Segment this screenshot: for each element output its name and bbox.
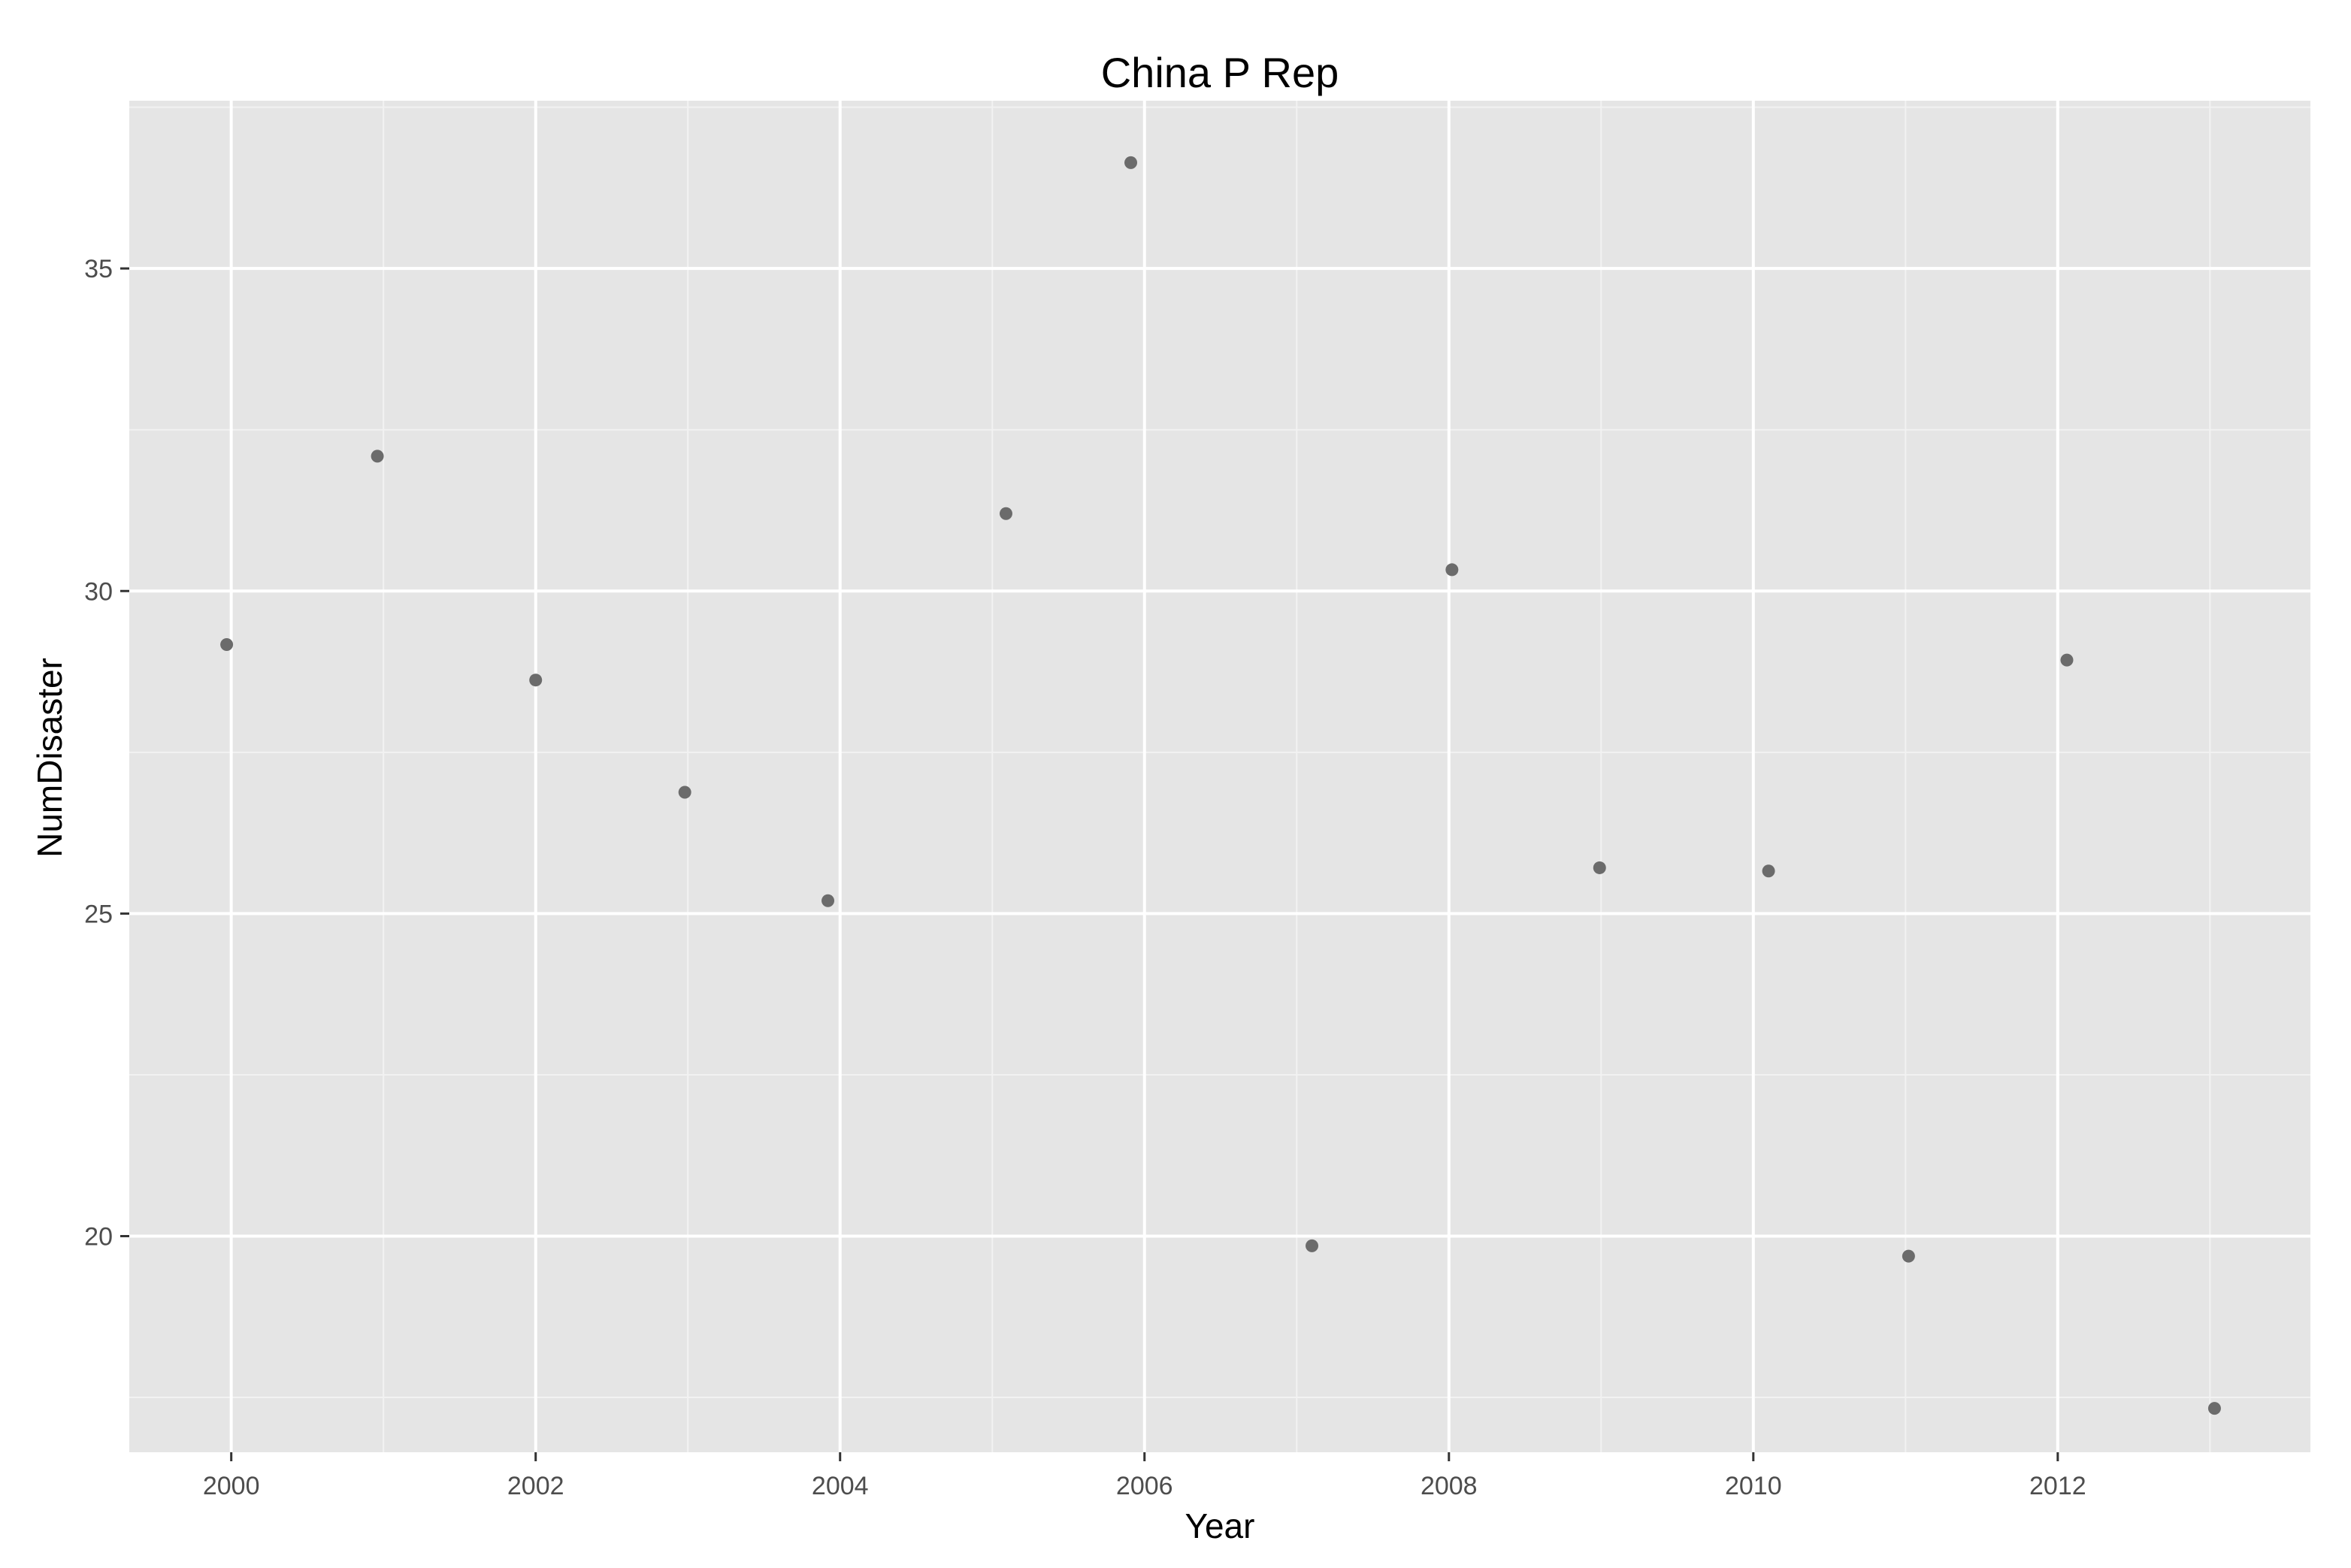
data-points: [220, 156, 2221, 1415]
x-tick-label: 2002: [507, 1472, 564, 1500]
data-point: [1445, 563, 1459, 577]
x-tick-label: 2004: [812, 1472, 869, 1500]
data-point: [1124, 156, 1138, 169]
data-point: [371, 450, 384, 463]
data-point: [1306, 1239, 1319, 1252]
data-point: [529, 674, 543, 687]
major-gridlines: [129, 101, 2310, 1452]
y-axis-title: NumDisaster: [30, 658, 69, 858]
x-tick-label: 2006: [1116, 1472, 1173, 1500]
data-point: [1762, 864, 1775, 878]
chart-title: China P Rep: [1101, 49, 1339, 96]
data-point: [821, 894, 835, 907]
data-point: [2207, 1402, 2221, 1415]
data-point: [1593, 861, 1606, 874]
x-tick-label: 2012: [2029, 1472, 2086, 1500]
x-tick-label: 2000: [203, 1472, 260, 1500]
y-tick-label: 30: [84, 577, 113, 606]
y-tick-label: 35: [84, 255, 113, 283]
x-tick-label: 2010: [1725, 1472, 1782, 1500]
y-tick-label: 25: [84, 900, 113, 928]
x-axis-title: Year: [1185, 1506, 1255, 1545]
data-point: [2060, 653, 2074, 667]
data-point: [678, 786, 691, 799]
x-tick-label: 2008: [1421, 1472, 1478, 1500]
data-point: [220, 637, 234, 651]
y-tick-label: 20: [84, 1222, 113, 1251]
plot-panel: [129, 101, 2310, 1452]
y-axis-ticks: 20 25 30 35: [84, 255, 129, 1251]
minor-gridlines: [129, 101, 2310, 1452]
data-point: [1902, 1249, 1915, 1263]
data-point: [999, 507, 1012, 520]
x-axis-ticks: 2000 2002 2004 2006 2008 2010 2012: [203, 1452, 2086, 1500]
